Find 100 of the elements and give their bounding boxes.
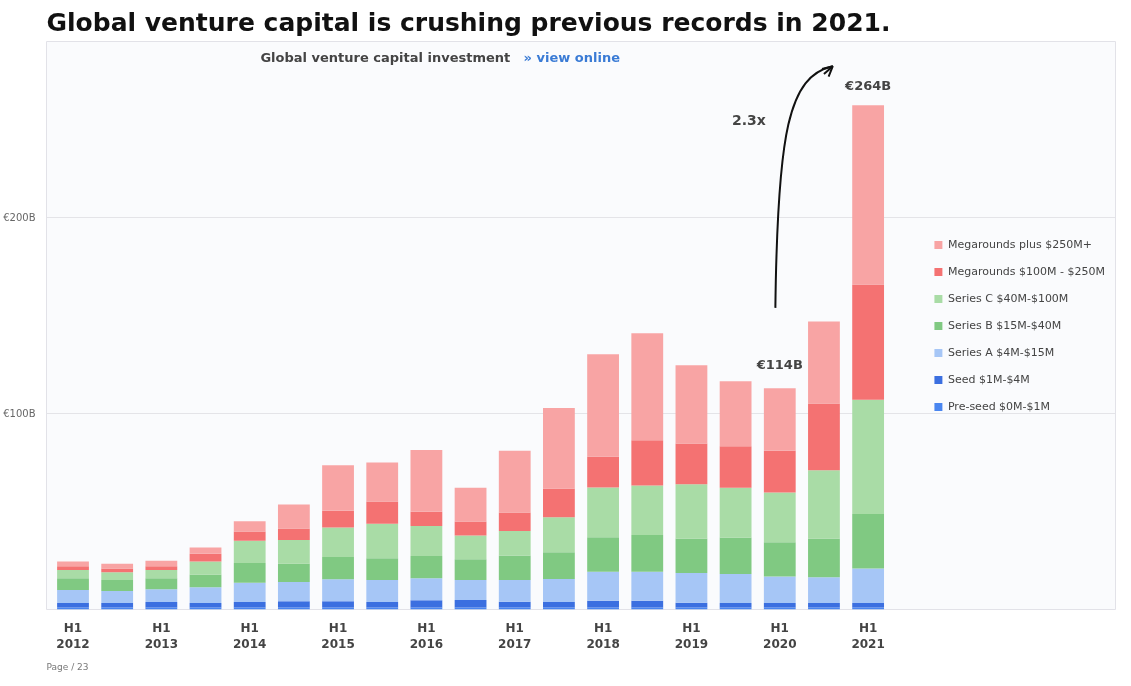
- bar: [189, 574, 222, 588]
- bar: [454, 559, 487, 581]
- text: Global venture capital investment: [260, 49, 511, 65]
- bar: [57, 603, 89, 608]
- bar: [675, 602, 708, 608]
- x-tick-label: H1 2012: [56, 620, 90, 652]
- bar: [808, 470, 840, 539]
- bar: [808, 321, 840, 404]
- bar: [763, 450, 796, 493]
- bar: [543, 407, 575, 489]
- bar: [852, 284, 885, 400]
- bar: [587, 600, 619, 608]
- bar: [57, 578, 89, 591]
- bar: [101, 591, 134, 604]
- bar: [189, 603, 222, 608]
- bar: [543, 602, 575, 608]
- x-tick-label: H1 2016: [409, 620, 444, 652]
- x-tick-label: H1 2013: [144, 620, 179, 652]
- bar: [145, 589, 178, 603]
- legend-label: Series C $40M-$100M: [947, 291, 1069, 305]
- bar: [322, 601, 354, 608]
- bar: [852, 105, 885, 285]
- bar: [101, 580, 134, 592]
- bar: [410, 578, 443, 601]
- bar: [852, 568, 885, 604]
- bar: [366, 558, 399, 580]
- text: Page / 23: [46, 661, 89, 672]
- x-tick-label: H1 2019: [674, 620, 709, 652]
- bar: [675, 484, 708, 539]
- bar: [366, 579, 399, 603]
- bar: [763, 576, 796, 604]
- bar: [454, 521, 487, 536]
- bar: [101, 563, 134, 569]
- bar: [277, 581, 310, 602]
- bar: [852, 399, 885, 515]
- bar: [763, 388, 796, 451]
- x-tick-label: H1 2021: [851, 620, 885, 652]
- bar: [322, 510, 354, 528]
- y-tick-label: €200B: [3, 212, 36, 224]
- bar: [410, 450, 443, 512]
- bar: [233, 562, 266, 583]
- bar: [631, 333, 664, 441]
- bar: [233, 582, 266, 603]
- bar: [145, 602, 178, 608]
- bar: [719, 381, 752, 447]
- bar: [189, 587, 222, 604]
- bar: [587, 354, 619, 457]
- bar: [675, 443, 708, 485]
- bar: [719, 574, 752, 604]
- bar: [277, 563, 310, 582]
- bar: [631, 485, 664, 535]
- bar: [101, 572, 134, 581]
- bar: [808, 577, 840, 604]
- bar: [366, 523, 399, 559]
- x-tick-label: H1 2018: [586, 620, 620, 652]
- x-tick-label: H1 2015: [321, 620, 355, 652]
- bar: [410, 511, 443, 527]
- bar: [233, 540, 266, 563]
- bar: [145, 560, 178, 567]
- bar: [587, 487, 619, 538]
- bar: [145, 566, 178, 570]
- bar: [189, 561, 222, 575]
- bar: [410, 526, 443, 557]
- bar: [719, 537, 752, 575]
- bar: [233, 602, 266, 608]
- bar: [719, 603, 752, 608]
- bar: [322, 579, 354, 602]
- bar: [631, 571, 664, 601]
- bar: [366, 501, 399, 524]
- bar: [498, 579, 531, 602]
- bar: [498, 530, 531, 556]
- bar: [454, 599, 487, 608]
- bar: [675, 538, 708, 574]
- bar: [498, 450, 531, 513]
- bar: [498, 512, 531, 531]
- bar: [498, 601, 531, 608]
- bar: [233, 531, 266, 541]
- bar: [322, 465, 354, 511]
- bar: [233, 521, 266, 532]
- bar: [145, 569, 178, 579]
- legend-label: Megarounds plus $250M+: [947, 237, 1093, 251]
- bar: [543, 578, 575, 603]
- bar: [719, 487, 752, 538]
- bar: [145, 578, 178, 590]
- legend-label: Series A $4M-$15M: [947, 345, 1055, 359]
- bar: [366, 462, 399, 502]
- bar: [587, 537, 619, 572]
- bar: [631, 534, 664, 572]
- x-tick-label: H1 2020: [763, 620, 797, 652]
- bar: [587, 571, 619, 601]
- annotation: €114B: [755, 357, 803, 373]
- bar: [587, 456, 619, 488]
- bar: [277, 539, 310, 564]
- bar: [410, 556, 443, 579]
- bar: [277, 601, 310, 608]
- bar: [808, 403, 840, 471]
- bar: [852, 514, 885, 569]
- bar: [808, 538, 840, 578]
- bar: [454, 580, 487, 600]
- bar: [57, 590, 89, 604]
